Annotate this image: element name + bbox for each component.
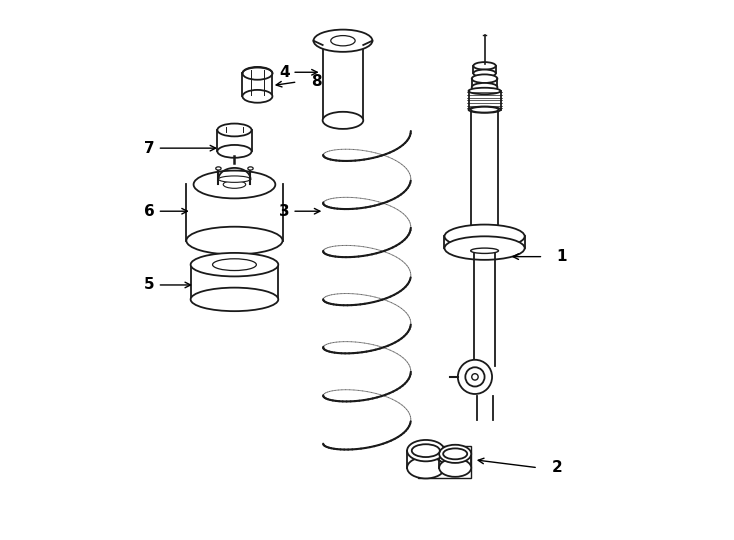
Ellipse shape [472,83,498,91]
Ellipse shape [248,167,253,170]
Ellipse shape [219,176,250,183]
Ellipse shape [473,62,495,70]
Ellipse shape [242,90,272,103]
Ellipse shape [439,445,471,463]
Ellipse shape [323,112,363,129]
Ellipse shape [194,171,275,198]
Ellipse shape [468,88,501,94]
Ellipse shape [407,457,445,478]
Ellipse shape [313,30,372,52]
Ellipse shape [217,124,252,137]
Ellipse shape [412,444,440,457]
Ellipse shape [216,167,221,170]
Ellipse shape [443,448,468,460]
Ellipse shape [191,253,278,276]
Text: 8: 8 [311,75,321,90]
Ellipse shape [445,237,525,260]
Ellipse shape [465,367,484,387]
Ellipse shape [223,181,246,188]
Ellipse shape [458,360,492,394]
Ellipse shape [472,75,498,83]
Ellipse shape [407,440,445,461]
Ellipse shape [470,248,498,253]
Ellipse shape [213,259,256,271]
Text: 5: 5 [144,278,155,293]
Ellipse shape [445,225,525,248]
Text: 6: 6 [144,204,155,219]
Text: 1: 1 [556,249,567,264]
Ellipse shape [186,227,283,254]
Ellipse shape [242,67,272,80]
Ellipse shape [217,145,252,158]
Ellipse shape [472,374,478,380]
Ellipse shape [468,106,501,113]
Ellipse shape [439,458,471,477]
Text: 3: 3 [279,204,289,219]
Ellipse shape [191,288,278,311]
Text: 7: 7 [144,140,155,156]
Text: 2: 2 [551,460,562,475]
Bar [418,447,471,478]
Ellipse shape [331,36,355,46]
Text: 4: 4 [279,65,289,80]
Ellipse shape [470,107,498,112]
Ellipse shape [473,70,495,77]
Ellipse shape [416,447,435,454]
